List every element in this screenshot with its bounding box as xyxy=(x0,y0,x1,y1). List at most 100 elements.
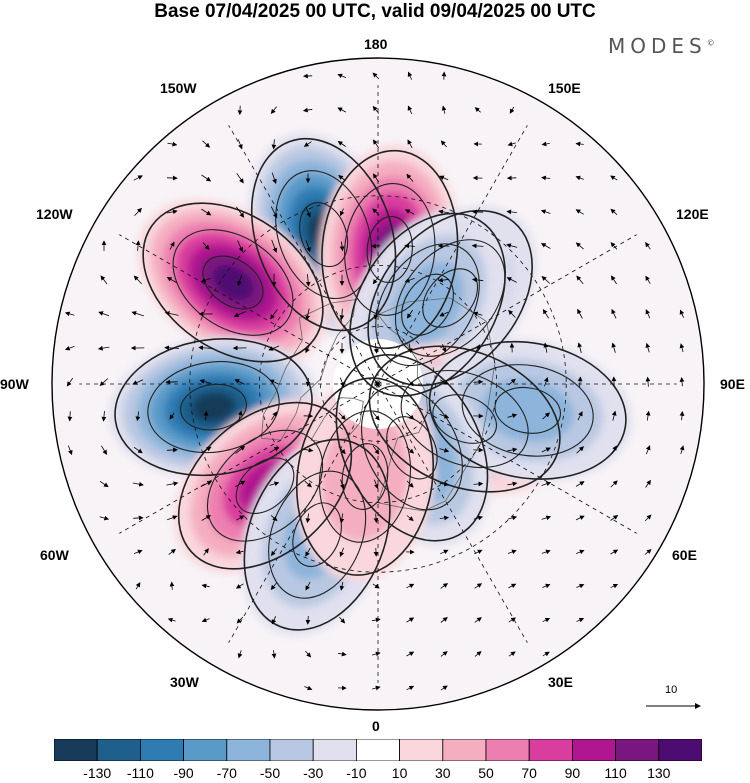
wind-vector xyxy=(168,548,176,555)
contour-ring xyxy=(180,383,247,431)
contour-ring xyxy=(292,502,342,567)
wind-vector xyxy=(302,107,313,113)
colorbar-tick-label: -130 xyxy=(83,765,112,781)
wind-vector xyxy=(507,549,517,555)
wind-vector xyxy=(305,547,311,557)
colorbar-tick-label: 50 xyxy=(478,765,494,781)
meridian-120 xyxy=(377,234,637,385)
meridian-300 xyxy=(119,383,379,534)
wind-vector xyxy=(508,617,516,623)
wind-vector xyxy=(407,343,413,354)
wind-vector xyxy=(169,241,175,250)
colorbar-tick-label: -10 xyxy=(346,765,367,781)
contour-ring xyxy=(235,457,295,514)
wind-vector xyxy=(440,140,447,148)
wind-vector xyxy=(474,583,483,589)
wind-vector xyxy=(610,480,618,488)
wind-vector xyxy=(541,549,551,555)
wind-vector xyxy=(201,583,210,589)
wind-vector xyxy=(440,549,449,555)
wind-vector xyxy=(577,411,583,421)
wind-vector xyxy=(373,513,379,524)
wind-vector xyxy=(542,617,551,623)
wind-vector xyxy=(201,515,211,521)
lon-120e-label: 120E xyxy=(676,206,709,222)
meridian-30 xyxy=(377,383,528,643)
wind-vector xyxy=(133,446,143,454)
wind-vector xyxy=(472,277,484,283)
wind-vector xyxy=(506,277,517,283)
contour-ring xyxy=(177,401,353,570)
contour-ring xyxy=(368,345,561,493)
wind-vector xyxy=(99,515,110,521)
colorbar-tick-label: -90 xyxy=(173,765,194,781)
wind-vector xyxy=(440,651,448,657)
wind-vector xyxy=(372,276,380,285)
wind-vector xyxy=(372,411,380,421)
wind-vector xyxy=(611,308,617,319)
brand-name: MODES xyxy=(608,34,707,58)
wind-vector xyxy=(610,583,619,589)
wind-vector xyxy=(339,377,345,388)
wind-vector xyxy=(406,583,415,589)
wind-vector xyxy=(679,343,685,353)
contour-ring xyxy=(375,243,480,367)
wind-vector xyxy=(338,175,346,181)
wind-vector xyxy=(235,515,245,521)
colorbar-swatch-14 xyxy=(658,739,702,761)
wind-vector xyxy=(576,275,584,285)
wind-vector xyxy=(610,515,619,521)
lon-90w-label: 90W xyxy=(0,376,29,392)
wind-vector xyxy=(101,445,108,455)
wind-vector xyxy=(338,651,347,657)
wind-vector xyxy=(440,617,448,623)
wind-vector xyxy=(101,411,107,422)
wind-vector xyxy=(270,548,277,557)
wind-vector xyxy=(645,309,651,319)
contour-ring xyxy=(432,394,497,444)
wind-vector xyxy=(198,345,214,351)
wind-vector xyxy=(506,243,518,248)
wind-vector xyxy=(406,617,415,623)
colorbar-swatch-10 xyxy=(485,739,530,761)
wind-vector xyxy=(200,481,213,487)
wind-vector xyxy=(235,549,244,555)
wind-vector xyxy=(473,379,484,385)
wind-vector xyxy=(373,479,379,490)
wind-vector xyxy=(237,274,243,286)
wind-vector xyxy=(271,411,277,421)
wind-vector xyxy=(337,73,347,79)
colorbar-swatch-8 xyxy=(399,739,444,761)
wind-vector xyxy=(645,445,651,455)
wind-vector xyxy=(270,515,278,522)
lon-90e-label: 90E xyxy=(720,376,745,392)
contour-ring xyxy=(494,386,561,434)
wind-vector xyxy=(305,378,311,387)
wind-vector xyxy=(271,616,277,625)
wind-vector xyxy=(135,240,141,251)
wind-vector xyxy=(339,479,345,490)
contour-ring xyxy=(344,183,436,316)
wind-vector xyxy=(305,308,310,321)
wind-vector xyxy=(372,445,380,455)
meridian-60 xyxy=(377,383,637,534)
wind-vector xyxy=(575,481,585,487)
wind-vector xyxy=(234,480,246,488)
wind-vector xyxy=(305,650,312,658)
wind-vector xyxy=(305,207,311,218)
wind-vector xyxy=(540,209,551,215)
lon-120w-label: 120W xyxy=(36,206,73,222)
brand-mark: © xyxy=(706,38,715,48)
colorbar-swatch-7 xyxy=(355,739,400,761)
latitude-circle-30 xyxy=(189,195,567,573)
wind-vector xyxy=(373,377,379,388)
wind-vector xyxy=(406,446,415,454)
wind-vector xyxy=(610,549,619,555)
wind-vector xyxy=(339,308,345,321)
contour-ring xyxy=(394,239,506,357)
lon-30e-label: 30E xyxy=(548,674,573,690)
wind-vector xyxy=(372,583,380,589)
colorbar-tick-label: 30 xyxy=(435,765,451,781)
wind-vector xyxy=(644,514,652,522)
wind-vector xyxy=(372,173,379,183)
